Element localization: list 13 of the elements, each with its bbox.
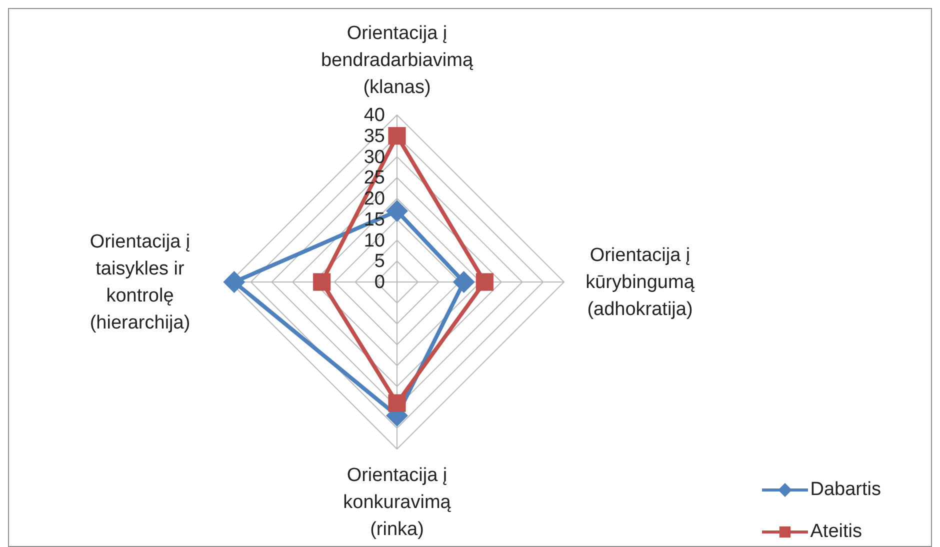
legend-label: Ateitis <box>810 521 862 543</box>
legend-label: Dabartis <box>810 479 881 501</box>
spoke-label: Orientacija į konkuravimą (rinka) <box>343 465 452 540</box>
y-tick-label: 30 <box>364 146 385 168</box>
y-tick-label: 20 <box>364 188 385 210</box>
spoke-label: Orientacija į bendradarbiavimą (klanas) <box>320 23 474 98</box>
spoke-label: Orientacija į taisykles ir kontrolę (hierarchija) <box>90 232 190 334</box>
y-tick-label: 5 <box>374 251 385 272</box>
y-tick-label: 40 <box>364 105 385 126</box>
y-tick-label: 10 <box>364 230 385 252</box>
y-tick-label: 0 <box>374 272 385 293</box>
spoke-label: Orientacija į kūrybingumą (adhokratija) <box>586 245 695 320</box>
y-tick-label: 35 <box>364 126 385 147</box>
